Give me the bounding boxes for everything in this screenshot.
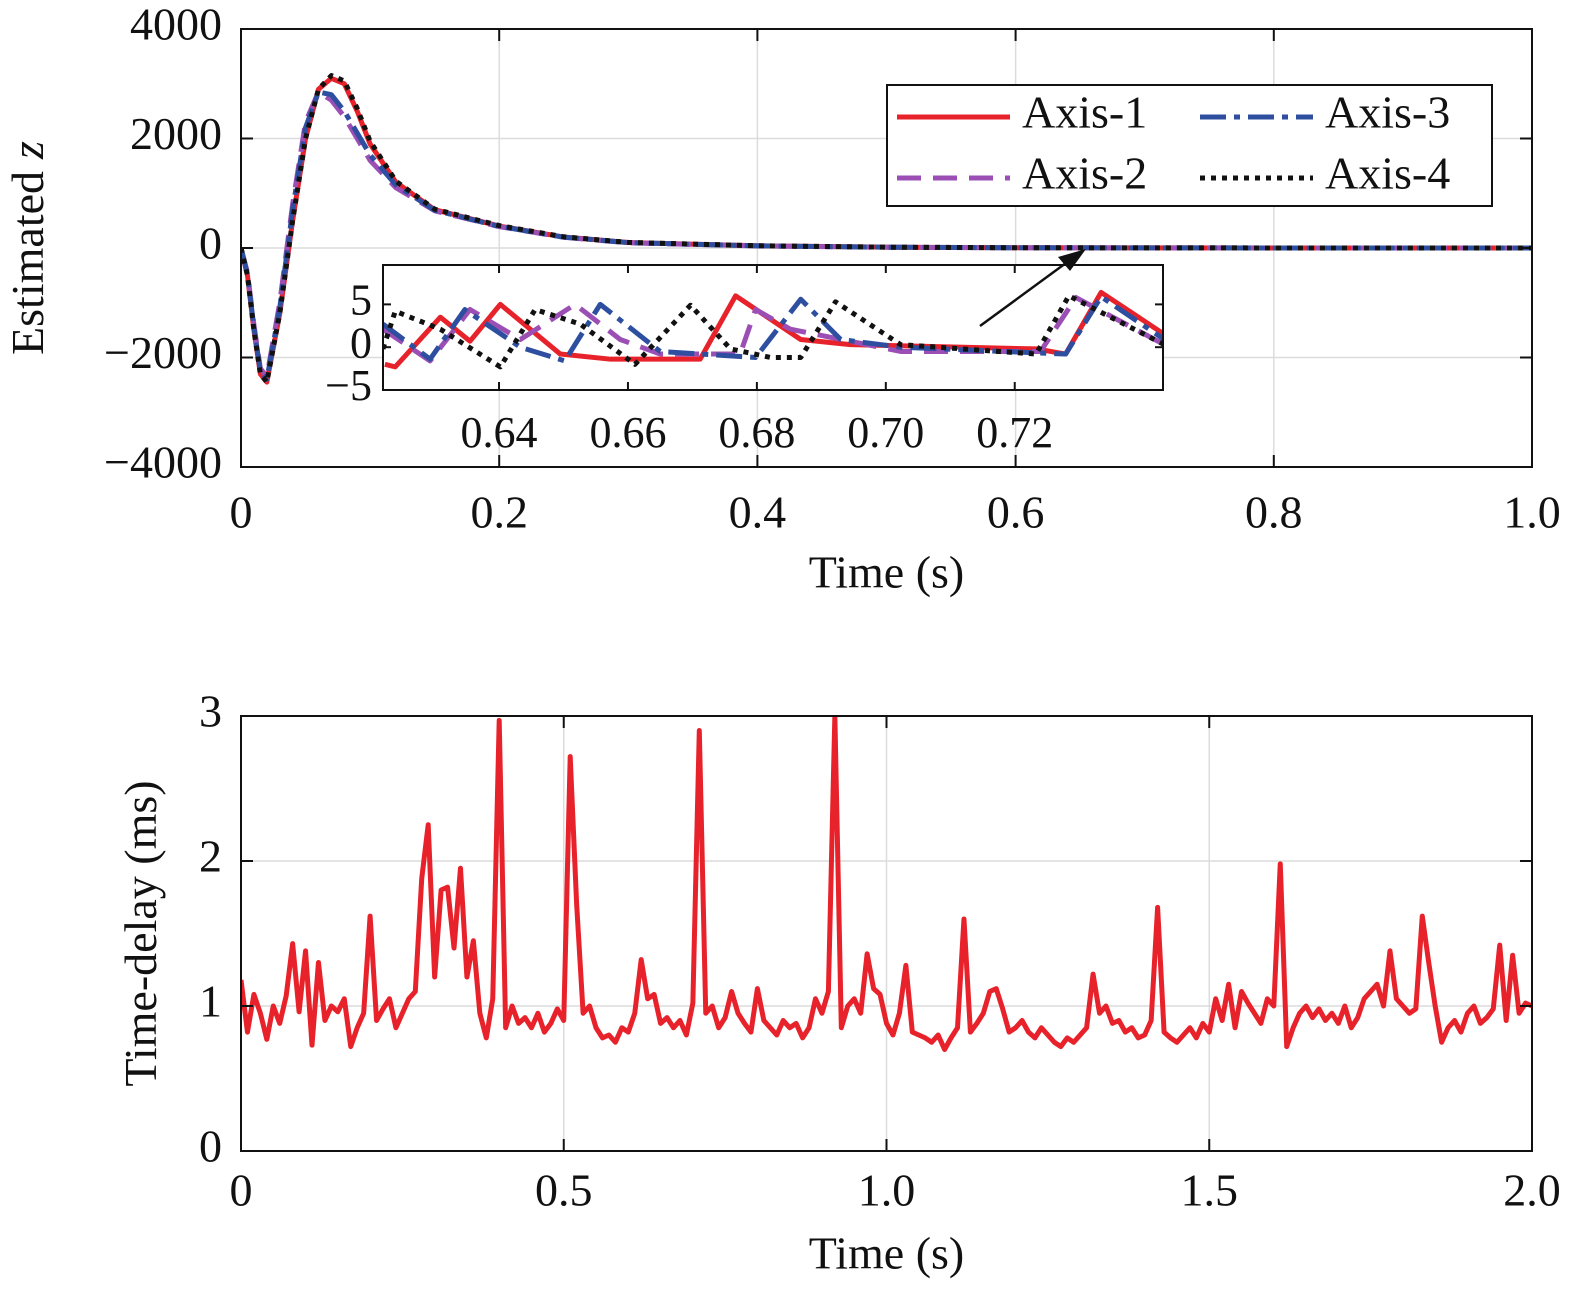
y-axis-label: Estimated z: [2, 141, 53, 355]
series-line: [241, 89, 1532, 380]
series-line: [383, 293, 1163, 370]
y-tick-label: 2: [199, 831, 222, 882]
x-tick-label: 0.70: [847, 408, 924, 457]
top-chart: 0 0.2 0.4 0.6 0.8 1.0 −4000 −2000 0 2000 4000 Time …: [2, 0, 1561, 598]
x-tick-label: 0.4: [729, 487, 787, 538]
y-tick-label: 4000: [130, 0, 222, 50]
y-tick-label: 0: [199, 1121, 222, 1172]
x-tick-label: 0.8: [1245, 487, 1303, 538]
bottom-chart: 0 0.5 1.0 1.5 2.0 0 1 2 3 Time (s) Time-delay (ms): [115, 686, 1561, 1279]
y-axis-label-text: Time-delay (ms): [115, 780, 166, 1086]
inset-arrow: [979, 249, 1086, 328]
x-tick-label: 1.5: [1181, 1165, 1239, 1216]
series-line: [241, 716, 1532, 1052]
y-axis-label: Time-delay (ms): [115, 780, 166, 1086]
legend-label: Axis-1: [1022, 87, 1147, 138]
y-tick-label: 3: [199, 686, 222, 737]
y-tick-label: 0: [199, 218, 222, 269]
series-line: [241, 73, 1532, 385]
series-line: [383, 294, 1163, 364]
x-tick-label: 0.68: [718, 408, 795, 457]
legend-label: Axis-2: [1022, 148, 1147, 199]
legend-label: Axis-4: [1325, 148, 1450, 199]
x-axis-label: Time (s): [809, 547, 965, 598]
inset-chart: 0.64 0.66 0.68 0.70 0.72 −505: [325, 264, 1164, 457]
x-axis-label: Time (s): [809, 1228, 965, 1279]
y-tick-label: 0: [350, 318, 372, 367]
axes-frame: [382, 264, 1164, 391]
x-tick-label: 0.72: [976, 408, 1053, 457]
legend-box: [886, 84, 1493, 207]
y-axis-label-text: Estimated: [2, 171, 53, 355]
x-tick-label: 1.0: [1503, 487, 1561, 538]
y-tick-label: 2000: [130, 108, 222, 159]
x-tick-label: 2.0: [1503, 1165, 1561, 1216]
y-tick-label: −4000: [104, 437, 222, 488]
x-tick-label: 0: [230, 487, 253, 538]
y-tick-label: −2000: [104, 327, 222, 378]
x-tick-label: 1.0: [858, 1165, 916, 1216]
legend-label: Axis-3: [1325, 87, 1450, 138]
y-axis-label-symbol: z: [2, 141, 53, 160]
x-tick-label: 0: [230, 1165, 253, 1216]
x-tick-label: 0.6: [987, 487, 1045, 538]
y-tick-label: −5: [325, 361, 372, 410]
x-tick-label: 0.2: [470, 487, 528, 538]
y-tick-label: 5: [350, 275, 372, 324]
x-tick-label: 0.5: [535, 1165, 593, 1216]
x-tick-label: 0.64: [461, 408, 538, 457]
x-tick-label: 0.66: [589, 408, 666, 457]
y-tick-label: 1: [199, 976, 222, 1027]
